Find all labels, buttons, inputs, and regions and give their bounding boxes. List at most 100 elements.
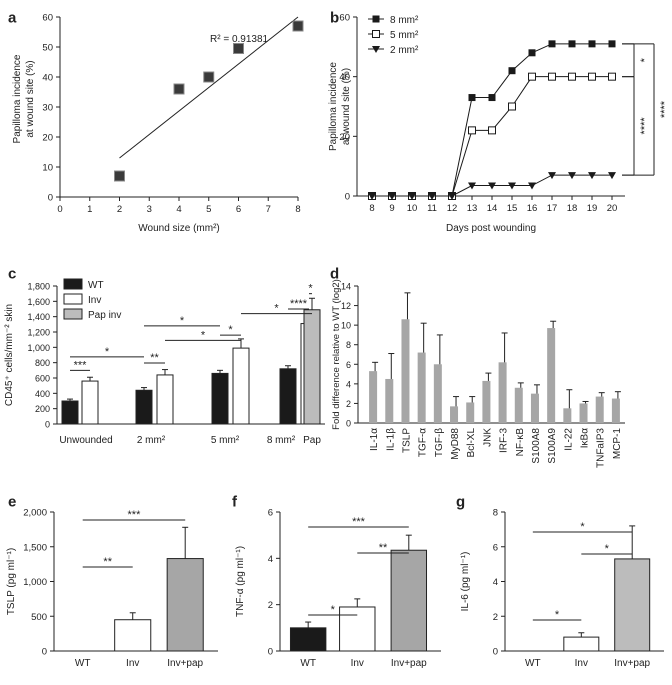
chart-g-y-tick-label: 6 [493, 542, 498, 553]
chart-a-y-tick-label: 10 [42, 163, 53, 174]
chart-b-x-tick-label: 11 [427, 203, 437, 214]
chart-b-x-tick-label: 18 [567, 203, 578, 214]
chart-b-point [548, 72, 556, 81]
chart-d-y-tick-label: 14 [341, 282, 351, 292]
chart-c-sig-8mm-pap-star: * [308, 283, 313, 295]
chart-b-point [548, 40, 556, 48]
chart-e-y-tick-label: 2,000 [23, 508, 47, 519]
chart-b-ylabel-line1: Papilloma incidence [328, 62, 339, 151]
chart-c-sig-5mm-pap-star: * [274, 303, 279, 315]
chart-d-ylabel: Fold difference relative to WT (log2) [331, 279, 342, 430]
chart-c-y-tick-label: 0 [45, 420, 50, 430]
chart-c-group-label: Pap [303, 435, 321, 446]
chart-c-y-tick-label: 400 [35, 389, 50, 399]
chart-e-ylabel: TSLP (pg ml⁻¹) [6, 548, 17, 615]
chart-b-x-tick-label: 10 [407, 203, 418, 214]
chart-c-sig-8mm-star: **** [290, 298, 308, 310]
chart-f-sig-star: ** [379, 542, 388, 554]
chart-d-y-tick-label: 6 [346, 360, 351, 370]
chart-b-x-tick-label: 8 [369, 203, 374, 214]
chart-c-ylabel: CD45⁺ cells/mm⁻² skin [4, 304, 15, 406]
chart-c-sig-5mm-star: * [228, 324, 233, 336]
chart-b-point [588, 72, 596, 81]
chart-d-y-tick-label: 8 [346, 340, 351, 350]
chart-a-point [292, 20, 304, 32]
chart-g-sig-star: * [580, 521, 585, 533]
chart-d-y-tick-label: 12 [341, 301, 351, 311]
chart-g-sig-star: * [555, 609, 560, 621]
chart-f-ylabel: TNF-α (pg ml⁻¹) [235, 546, 246, 617]
chart-f-sig-star: * [331, 604, 336, 616]
chart-a-x-tick-label: 5 [206, 204, 211, 215]
chart-c-y-tick-label: 1,400 [27, 312, 50, 322]
chart-e-sig-star: ** [103, 556, 112, 568]
chart-c-group-label: 8 mm² [267, 435, 296, 446]
chart-c-y-tick-label: 200 [35, 404, 50, 414]
chart-b-point [508, 67, 516, 75]
chart-b-point [388, 193, 396, 200]
panel-label-e: e [8, 493, 16, 510]
chart-b-ylabel-line2: at wound site (%) [341, 68, 352, 145]
chart-e-sig-star: *** [128, 509, 142, 521]
chart-d-bar [579, 403, 588, 423]
chart-a-x-tick-label: 4 [176, 204, 181, 215]
chart-g-category-label: WT [525, 658, 541, 669]
chart-e-y-tick-label: 1,000 [23, 577, 47, 588]
chart-c-y-tick-label: 1,600 [27, 297, 50, 307]
chart-c-legend-label: Pap inv [88, 310, 121, 321]
chart-g-ylabel: IL-6 (pg ml⁻¹) [460, 552, 471, 612]
panel-label-b: b [330, 9, 339, 26]
chart-a-x-tick-label: 7 [266, 204, 271, 215]
chart-b-legend-label: 2 mm² [390, 45, 419, 56]
chart-b-legend-marker [372, 15, 380, 23]
chart-b-point [608, 40, 616, 48]
chart-a-y-tick-label: 40 [42, 73, 53, 84]
chart-d-bar [611, 398, 620, 423]
chart-b-x-tick-label: 12 [447, 203, 458, 214]
chart-c-legend-label: WT [88, 280, 104, 291]
chart-a-point [203, 71, 215, 83]
chart-b-point [428, 193, 436, 200]
panel-label-a: a [8, 9, 17, 26]
chart-d-bar [547, 328, 556, 423]
chart-f-category-label: Inv [351, 658, 364, 669]
chart-b-point [588, 40, 596, 48]
chart-b-x-tick-label: 16 [527, 203, 538, 214]
chart-c-bar [135, 389, 153, 425]
chart-d-category-label: IL-1α [369, 428, 380, 451]
chart-a-x-tick-label: 6 [236, 204, 241, 215]
chart-b-x-tick-label: 13 [467, 203, 478, 214]
chart-g-bar [614, 558, 651, 652]
chart-d-category-label: S100A9 [547, 428, 558, 464]
chart-d-category-label: NF-κB [515, 428, 526, 457]
chart-a-y-tick-label: 0 [48, 193, 53, 204]
chart-e-bar [166, 558, 204, 652]
chart-e-category-label: Inv+pap [167, 658, 203, 669]
chart-a-x-tick-label: 0 [57, 204, 62, 215]
chart-a-point [114, 170, 125, 182]
chart-d-category-label: IRF-3 [499, 428, 510, 453]
chart-g-y-tick-label: 8 [493, 508, 498, 519]
chart-b-x-tick-label: 17 [547, 203, 558, 214]
chart-b-legend-marker [372, 46, 380, 53]
chart-b-point [608, 72, 616, 81]
chart-b-point [608, 172, 616, 180]
chart-c-bar [303, 309, 321, 425]
chart-d-category-label: MCP-1 [612, 428, 623, 460]
chart-a-xlabel: Wound size (mm²) [138, 223, 220, 234]
chart-f-category-label: Inv+pap [391, 658, 427, 669]
chart-e-category-label: WT [75, 658, 91, 669]
chart-b-point [448, 193, 456, 200]
chart-c-group-label: Unwounded [59, 435, 112, 446]
chart-d-category-label: TNFaIP3 [596, 428, 607, 468]
chart-d-bar [514, 387, 523, 423]
chart-c-legend-label: Inv [88, 295, 101, 306]
chart-b-y-tick-label: 20 [339, 132, 350, 143]
chart-b-point [468, 126, 476, 135]
chart-d-bar [466, 402, 475, 423]
chart-b-point [408, 193, 416, 200]
chart-a-y-tick-label: 20 [42, 133, 53, 144]
chart-b-series-line [372, 43, 612, 197]
chart-e-bar [114, 619, 152, 652]
